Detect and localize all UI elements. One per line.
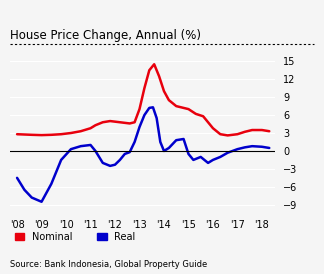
Legend: Nominal, Real: Nominal, Real	[15, 232, 136, 242]
Text: Source: Bank Indonesia, Global Property Guide: Source: Bank Indonesia, Global Property …	[10, 259, 207, 269]
Text: House Price Change, Annual (%): House Price Change, Annual (%)	[10, 30, 201, 42]
